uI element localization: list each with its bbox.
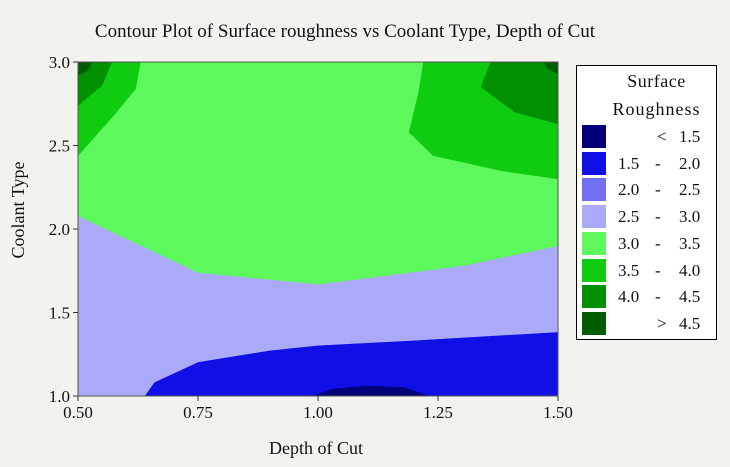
legend-swatch [582, 151, 606, 175]
legend-item: 2.5-3.0 [582, 205, 712, 230]
legend-high-value: 4.5 [679, 287, 701, 307]
legend-item: 3.5-4.0 [582, 258, 712, 284]
x-axis-label: Depth of Cut [269, 438, 363, 458]
y-tick-label: 3.0 [49, 53, 70, 72]
legend-item: 1.5-2.0 [582, 151, 712, 177]
legend-swatch [582, 285, 606, 309]
legend-dash: - [655, 287, 661, 307]
legend-symbol: > [657, 313, 667, 333]
legend-low-value: 4.0 [618, 287, 640, 307]
legend-swatch [582, 125, 606, 148]
x-tick-label: 0.75 [183, 403, 213, 422]
chart-title: Contour Plot of Surface roughness vs Coo… [95, 21, 596, 42]
legend: Surface Roughness <1.5 1.5-2.0 2.0-2.5 2.5-… [576, 65, 717, 340]
legend-high-value: 1.5 [679, 127, 701, 146]
legend-swatch [582, 178, 606, 202]
legend-high-value: 3.5 [679, 233, 701, 253]
legend-swatch [582, 205, 606, 229]
x-tick-label: 1.50 [543, 403, 573, 422]
legend-low-value: 1.5 [618, 153, 640, 173]
plot-axes: 0.50 0.75 1.00 1.25 1.50 1.0 1.5 2.0 2.5 3.0 [49, 53, 573, 422]
y-tick-label: 2.0 [49, 220, 70, 239]
y-axis-label: Coolant Type [8, 162, 28, 259]
legend-low-value: 3.5 [618, 260, 640, 280]
legend-low-value: 3.0 [618, 233, 640, 253]
legend-high-value: 2.0 [679, 153, 701, 173]
legend-high-value: 3.0 [679, 207, 701, 227]
y-tick-label: 1.0 [49, 387, 70, 406]
legend-dash: - [655, 260, 661, 280]
legend-high-value: 4.5 [679, 313, 701, 333]
legend-swatch [582, 311, 606, 335]
legend-high-value: 2.5 [679, 180, 701, 200]
legend-swatch [582, 258, 606, 282]
legend-swatch [582, 231, 606, 255]
legend-dash: - [655, 180, 661, 200]
legend-item: >4.5 [582, 311, 712, 337]
legend-dash: - [655, 153, 661, 173]
legend-item: 4.0-4.5 [582, 285, 712, 310]
contour-regions [77, 61, 559, 397]
legend-dash: - [655, 233, 661, 253]
x-tick-label: 1.00 [303, 403, 333, 422]
legend-high-value: 4.0 [679, 260, 701, 280]
y-tick-label: 1.5 [49, 304, 70, 323]
legend-item: <1.5 [582, 125, 712, 150]
legend-item: 2.0-2.5 [582, 178, 712, 203]
legend-low-value: 2.5 [618, 207, 640, 227]
x-tick-label: 1.25 [423, 403, 453, 422]
legend-title-line2: Roughness [612, 99, 701, 119]
y-tick-label: 2.5 [49, 137, 70, 156]
x-tick-label: 0.50 [63, 403, 93, 422]
legend-symbol: < [657, 127, 667, 146]
legend-item: 3.0-3.5 [582, 231, 712, 257]
legend-dash: - [655, 207, 661, 227]
legend-title-line1: Surface [627, 71, 686, 91]
legend-low-value: 2.0 [618, 180, 640, 200]
